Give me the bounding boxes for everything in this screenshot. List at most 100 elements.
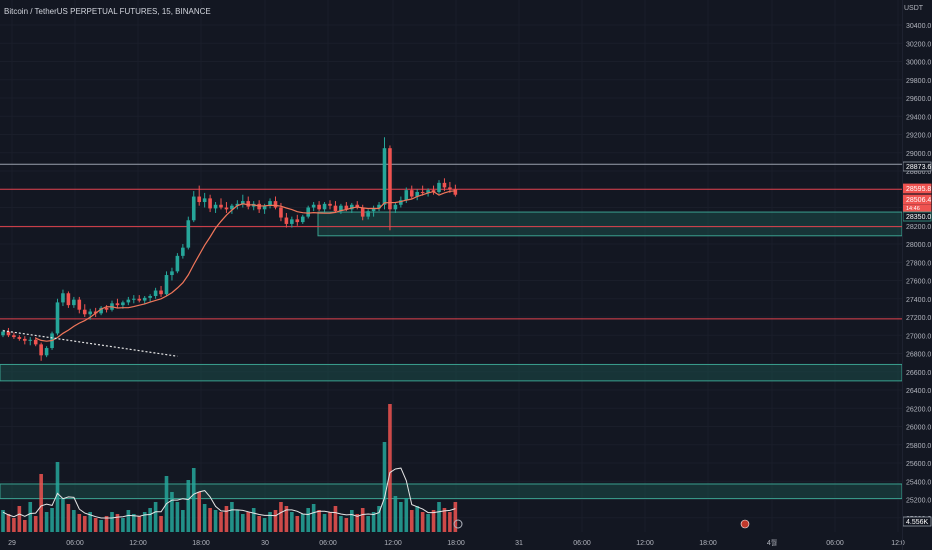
volume-bar [262,518,267,532]
support-zone [0,363,903,382]
candle-body [132,298,136,300]
volume-bar [153,502,158,532]
price-axis-tick-label: 28200.0 [906,224,931,231]
volume-bar [110,512,114,532]
volume-bar [339,516,343,532]
volume-bar [186,480,191,532]
price-tag-label: 28873.6 [906,164,931,171]
candle-body [99,307,103,314]
candle-body [437,182,441,192]
volume-bar [126,510,131,532]
candle-body [448,187,452,190]
candle-body [322,203,327,210]
price-axis-tick-label: 27600.0 [906,279,931,286]
candle-body [61,293,65,303]
volume-bar [295,516,300,532]
candle-body [350,204,354,210]
volume-bar [426,514,430,532]
candle-body [246,201,251,207]
candle-body [415,191,419,197]
candle-body [284,217,289,224]
candle-body [224,207,229,210]
volume-bar [268,512,272,532]
volume-bar [148,508,152,532]
candle-body [126,299,131,303]
time-axis-tick-label: 31 [515,540,523,547]
candle-body [290,219,294,224]
volume-bar [99,520,103,532]
moving-average-line [35,190,456,342]
price-axis-tick-label: 27000.0 [906,333,931,340]
price-tag-label: 28506.4 [906,197,931,204]
volume-bar [224,506,229,532]
price-axis-separator [902,0,903,550]
volume-bar [437,502,441,532]
price-tag-label: 28350.0 [906,214,931,221]
candle-body [137,298,142,301]
price-tag-label: 28595.8 [906,186,931,193]
volume-bar [230,502,234,532]
price-axis-tick-label: 29000.0 [906,151,931,158]
time-axis-tick-label: 12:00 [384,540,402,547]
price-axis-tick-label: 26800.0 [906,352,931,359]
volume-bar [415,506,419,532]
volume-bar [360,508,365,532]
time-axis-tick-label: 4월 [767,538,777,547]
candle-body [295,219,300,223]
volume-bar [44,512,49,532]
candle-body [17,337,22,339]
candle-body [186,220,191,248]
volume-bar [39,474,43,532]
price-axis-tick-label: 27800.0 [906,260,931,267]
price-tag-box [902,211,932,222]
time-axis-tick-label: 30 [261,540,269,547]
candle-body [377,204,381,209]
price-tag-box [902,161,932,172]
candle-body [262,205,267,210]
volume-bar [17,506,22,532]
candle-body [453,189,458,195]
volume-bar [284,506,289,532]
time-axis-tick-label: 06:00 [826,540,844,547]
candle-body [104,307,109,310]
currency-label: USDT [904,5,924,12]
price-axis-tick-label: 25200.0 [906,498,931,505]
candle-body [82,309,87,315]
volume-bar [50,508,54,532]
volume-bar [328,512,332,532]
volume-tag-label: 4.556K [906,519,929,526]
volume-bar [350,510,354,532]
volume-bar [104,516,109,532]
candle-body [300,216,305,223]
volume-bar [377,506,381,532]
candle-body [39,344,43,356]
volume-bar [393,496,398,532]
candle-body [442,182,447,188]
candle-body [202,198,207,203]
volume-bar [382,442,387,532]
price-axis-tick-label: 30200.0 [906,41,931,48]
candle-body [409,190,414,197]
price-axis-tick-label: 29600.0 [906,96,931,103]
volume-bar [399,502,403,532]
volume-bar [246,512,251,532]
candle-body [355,204,360,208]
volume-bar [72,510,76,532]
volume-bar [33,516,38,532]
price-axis-tick-label: 26400.0 [906,388,931,395]
dividend-marker-icon [453,519,463,529]
volume-bar [115,514,120,532]
volume-bar [121,518,125,532]
volume-bar [12,518,16,532]
candle-body [12,335,16,338]
candle-body [279,207,283,218]
candle-body [164,275,169,295]
volume-bar [306,508,310,532]
support-zone [317,211,903,237]
price-axis-tick-label: 30400.0 [906,23,931,30]
time-axis-tick-label: 12:0 [891,540,905,547]
candle-body [28,339,33,341]
volume-bar [355,514,360,532]
candle-body [388,148,392,210]
